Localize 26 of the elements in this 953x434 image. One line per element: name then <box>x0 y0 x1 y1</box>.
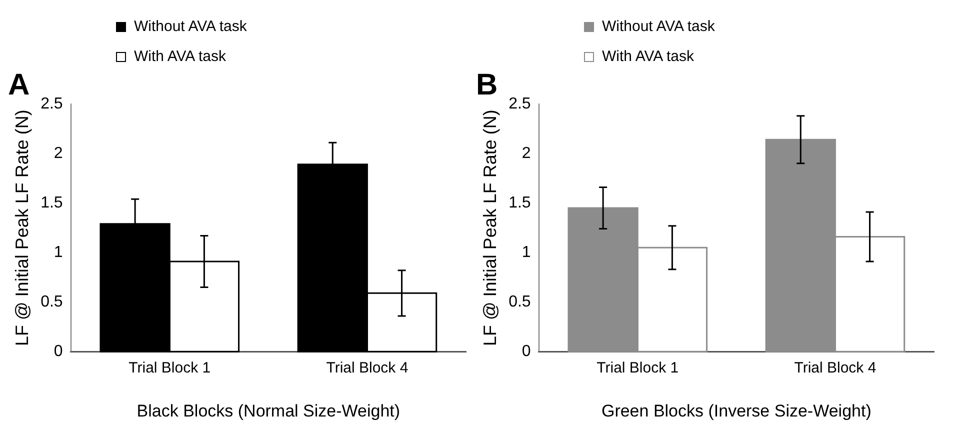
y-tick-label: 0.5 <box>508 293 531 310</box>
chart-title: B <box>476 68 498 102</box>
y-tick-label: 1.5 <box>508 194 531 212</box>
legend-label: Without AVA task <box>134 18 247 35</box>
y-tick-label: 2 <box>54 144 63 162</box>
x-axis-title: Green Blocks (Inverse Size-Weight) <box>601 401 872 420</box>
y-tick-label: 0.5 <box>40 293 63 310</box>
x-tick-label: Trial Block 1 <box>128 360 211 377</box>
legend-label: With AVA task <box>602 48 694 65</box>
x-axis-title: Black Blocks (Normal Size-Weight) <box>136 401 400 420</box>
y-tick-label: 0 <box>522 343 531 360</box>
legend-label: Without AVA task <box>602 18 715 35</box>
x-tick-label: Trial Block 1 <box>596 360 679 377</box>
y-tick-label: 1.5 <box>40 194 63 212</box>
legend-label: With AVA task <box>134 48 226 65</box>
y-tick-label: 2.5 <box>508 95 531 112</box>
y-axis-title: LF @ Initial Peak LF Rate (N) <box>480 110 500 346</box>
y-tick-label: 1 <box>54 244 63 261</box>
y-axis-title: LF @ Initial Peak LF Rate (N) <box>12 110 32 346</box>
y-tick-label: 0 <box>54 343 63 360</box>
y-tick-label: 1 <box>522 244 531 261</box>
x-tick-label: Trial Block 4 <box>326 360 408 377</box>
x-tick-label: Trial Block 4 <box>794 360 876 377</box>
y-tick-label: 2.5 <box>40 95 63 112</box>
chart-title: A <box>8 68 30 102</box>
y-tick-label: 2 <box>522 144 531 162</box>
